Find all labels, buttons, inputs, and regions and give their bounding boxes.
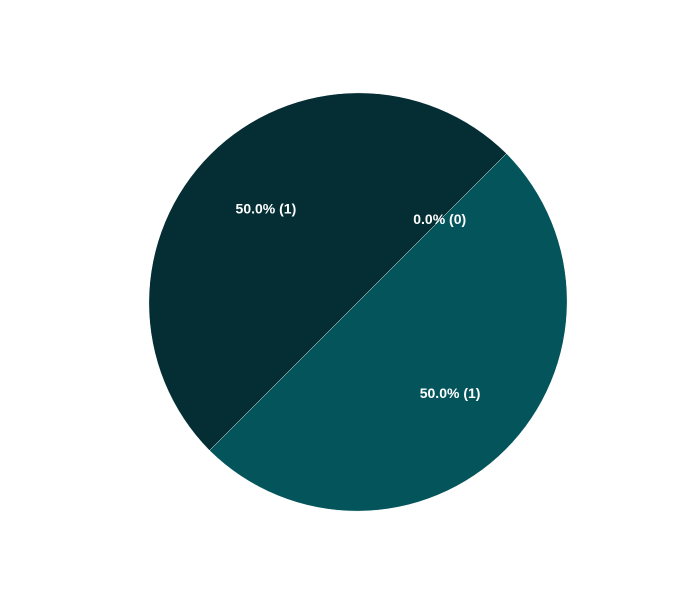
pie-slices bbox=[148, 92, 568, 512]
pie-labels: 50.0% (1) 50.0% (1) 0.0% (0) bbox=[236, 201, 481, 401]
pie-slice-label-2: 0.0% (0) bbox=[413, 211, 466, 227]
pie-slice-1 bbox=[148, 92, 507, 451]
pie-slice-label-0: 50.0% (1) bbox=[420, 385, 481, 401]
pie-slice-label-1: 50.0% (1) bbox=[236, 201, 297, 217]
pie-slice-0 bbox=[209, 153, 568, 512]
